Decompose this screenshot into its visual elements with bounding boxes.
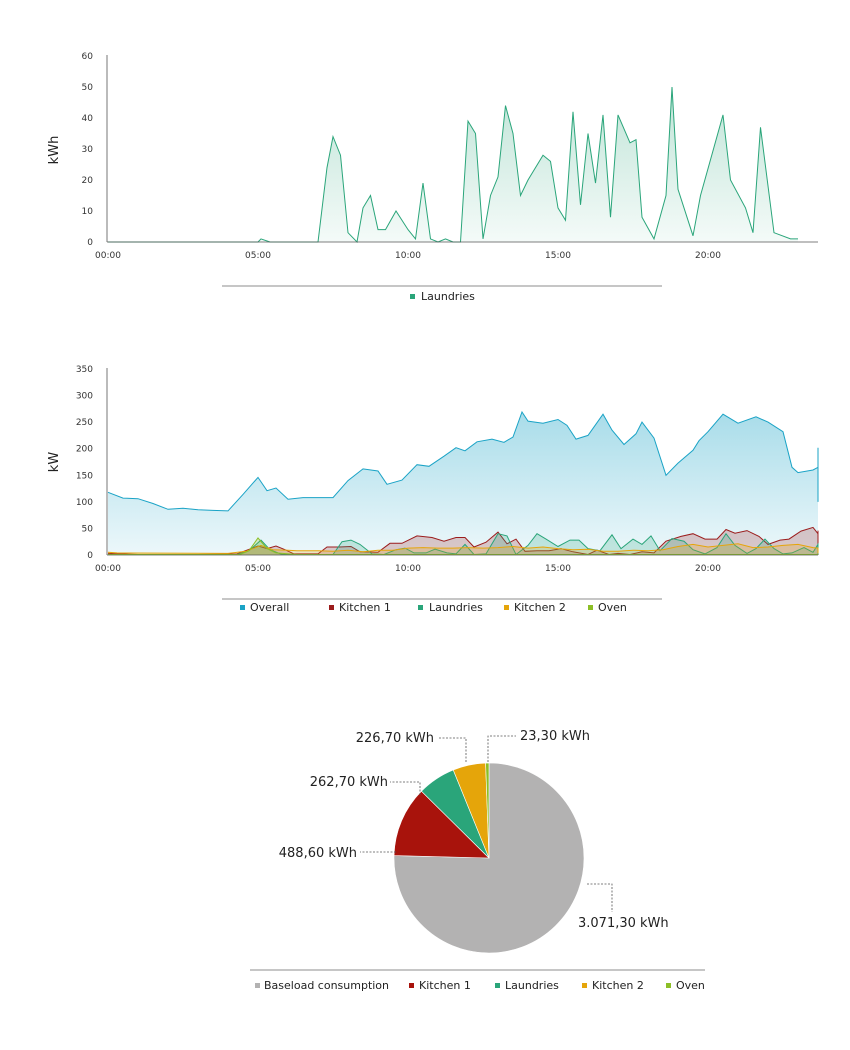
chart3-legend: Baseload consumption Kitchen 1 Laundries…: [255, 979, 705, 992]
chart2-x-tick-label: 00:00: [95, 564, 121, 574]
pie-label-oven: 23,30 kWh: [520, 729, 590, 744]
legend-swatch-overall: [240, 605, 245, 610]
leader-oven: [487, 735, 516, 762]
chart1-y-tick-label: 10: [82, 207, 94, 217]
pie-slice-oven: [485, 762, 490, 859]
legend-swatch-laundries: [495, 983, 500, 988]
legend-swatch-baseload: [255, 983, 260, 988]
chart1-x-tick-label: 20:00: [695, 251, 721, 261]
pie-label-kitchen1: 488,60 kWh: [279, 846, 357, 861]
legend-swatch-kitchen2: [504, 605, 509, 610]
chart3-legend-laundries: Laundries: [505, 979, 559, 992]
chart1-y-tick-label: 50: [82, 83, 94, 93]
chart2-y-tick-label: 50: [82, 524, 94, 534]
chart1-y-tick-label: 0: [87, 238, 93, 248]
chart2-x-tick-label: 20:00: [695, 564, 721, 574]
series-area-laundries: [108, 87, 798, 242]
legend-swatch-kitchen1: [329, 605, 334, 610]
chart2-legend-oven: Oven: [598, 601, 627, 614]
series-area-laundries: [108, 533, 818, 555]
chart1-x-tick-label: 05:00: [245, 251, 271, 261]
pie-label-baseload: 3.071,30 kWh: [578, 916, 669, 931]
chart2-y-tick-label: 300: [76, 392, 93, 402]
chart3-legend-baseload: Baseload consumption: [264, 979, 389, 992]
chart2-x-tick-label: 05:00: [245, 564, 271, 574]
pie-slice-kitchen-1: [393, 790, 490, 859]
chart2-legend-laundries: Laundries: [429, 601, 483, 614]
consumption-pie-chart: 3.071,30 kWh 488,60 kWh 262,70 kWh 226,7…: [250, 729, 705, 992]
pie-label-laundries: 262,70 kWh: [310, 775, 388, 790]
legend-swatch-oven: [666, 983, 671, 988]
legend-swatch-laundries: [418, 605, 423, 610]
chart2-legend-kitchen1: Kitchen 1: [339, 601, 391, 614]
legend-swatch-laundries: [410, 294, 415, 299]
series-line-overall: [107, 410, 819, 512]
chart2-y-tick-label: 250: [76, 418, 93, 428]
chart1-y-tick-label: 20: [82, 176, 94, 186]
chart1-x-tick-label: 00:00: [95, 251, 121, 261]
legend-swatch-oven: [588, 605, 593, 610]
chart3-legend-kitchen1: Kitchen 1: [419, 979, 471, 992]
legend-swatch-kitchen2: [582, 983, 587, 988]
chart2-y-tick-label: 150: [76, 471, 93, 481]
chart1-y-tick-label: 40: [82, 114, 94, 124]
series-area-overall: [108, 412, 818, 555]
chart1-y-tick-label: 30: [82, 145, 94, 155]
chart2-y-tick-label: 0: [87, 551, 93, 561]
chart1-x-tick-label: 10:00: [395, 251, 421, 261]
legend-swatch-kitchen1: [409, 983, 414, 988]
leader-laundries: [390, 781, 421, 795]
chart2-y-tick-label: 100: [76, 498, 93, 508]
chart2-legend-overall: Overall: [250, 601, 289, 614]
chart2-y-tick-label: 200: [76, 445, 93, 455]
chart1-y-axis-label: kWh: [47, 136, 62, 165]
chart1-y-tick-label: 60: [82, 52, 94, 62]
chart1-legend-laundries: Laundries: [421, 290, 475, 303]
chart3-legend-kitchen2: Kitchen 2: [592, 979, 644, 992]
chart3-legend-oven: Oven: [676, 979, 705, 992]
series-area-kitchen-2: [108, 543, 818, 555]
chart2-legend-kitchen2: Kitchen 2: [514, 601, 566, 614]
series-area-kitchen-1: [108, 527, 818, 555]
series-line-oven: [108, 537, 818, 555]
series-line-kitchen-2: [107, 543, 819, 554]
chart2-legend: Overall Kitchen 1 Laundries Kitchen 2 Ov…: [240, 601, 627, 614]
pie-label-kitchen2: 226,70 kWh: [356, 731, 434, 746]
chart2-x-tick-label: 15:00: [545, 564, 571, 574]
chart2-y-axis-label: kW: [47, 452, 62, 473]
series-line-kitchen-1: [107, 526, 819, 556]
chart1-x-tick-label: 15:00: [545, 251, 571, 261]
leader-kitchen2: [438, 737, 467, 762]
chart1-legend: Laundries: [410, 290, 475, 303]
leader-baseload: [587, 883, 613, 912]
chart2-x-tick-label: 10:00: [395, 564, 421, 574]
laundries-area-chart: kWh 0 10 20 30 40 50 60 00:00 05:00 10:00 15:00 20…: [47, 52, 818, 303]
chart2-y-tick-label: 350: [76, 365, 93, 375]
series-line-laundries: [108, 86, 798, 244]
pie-slice-baseload-consumption: [393, 762, 585, 954]
overall-power-area-chart: kW 0 50 100 150 200 250 300 350 00:00 05:00 10:00…: [47, 365, 819, 614]
